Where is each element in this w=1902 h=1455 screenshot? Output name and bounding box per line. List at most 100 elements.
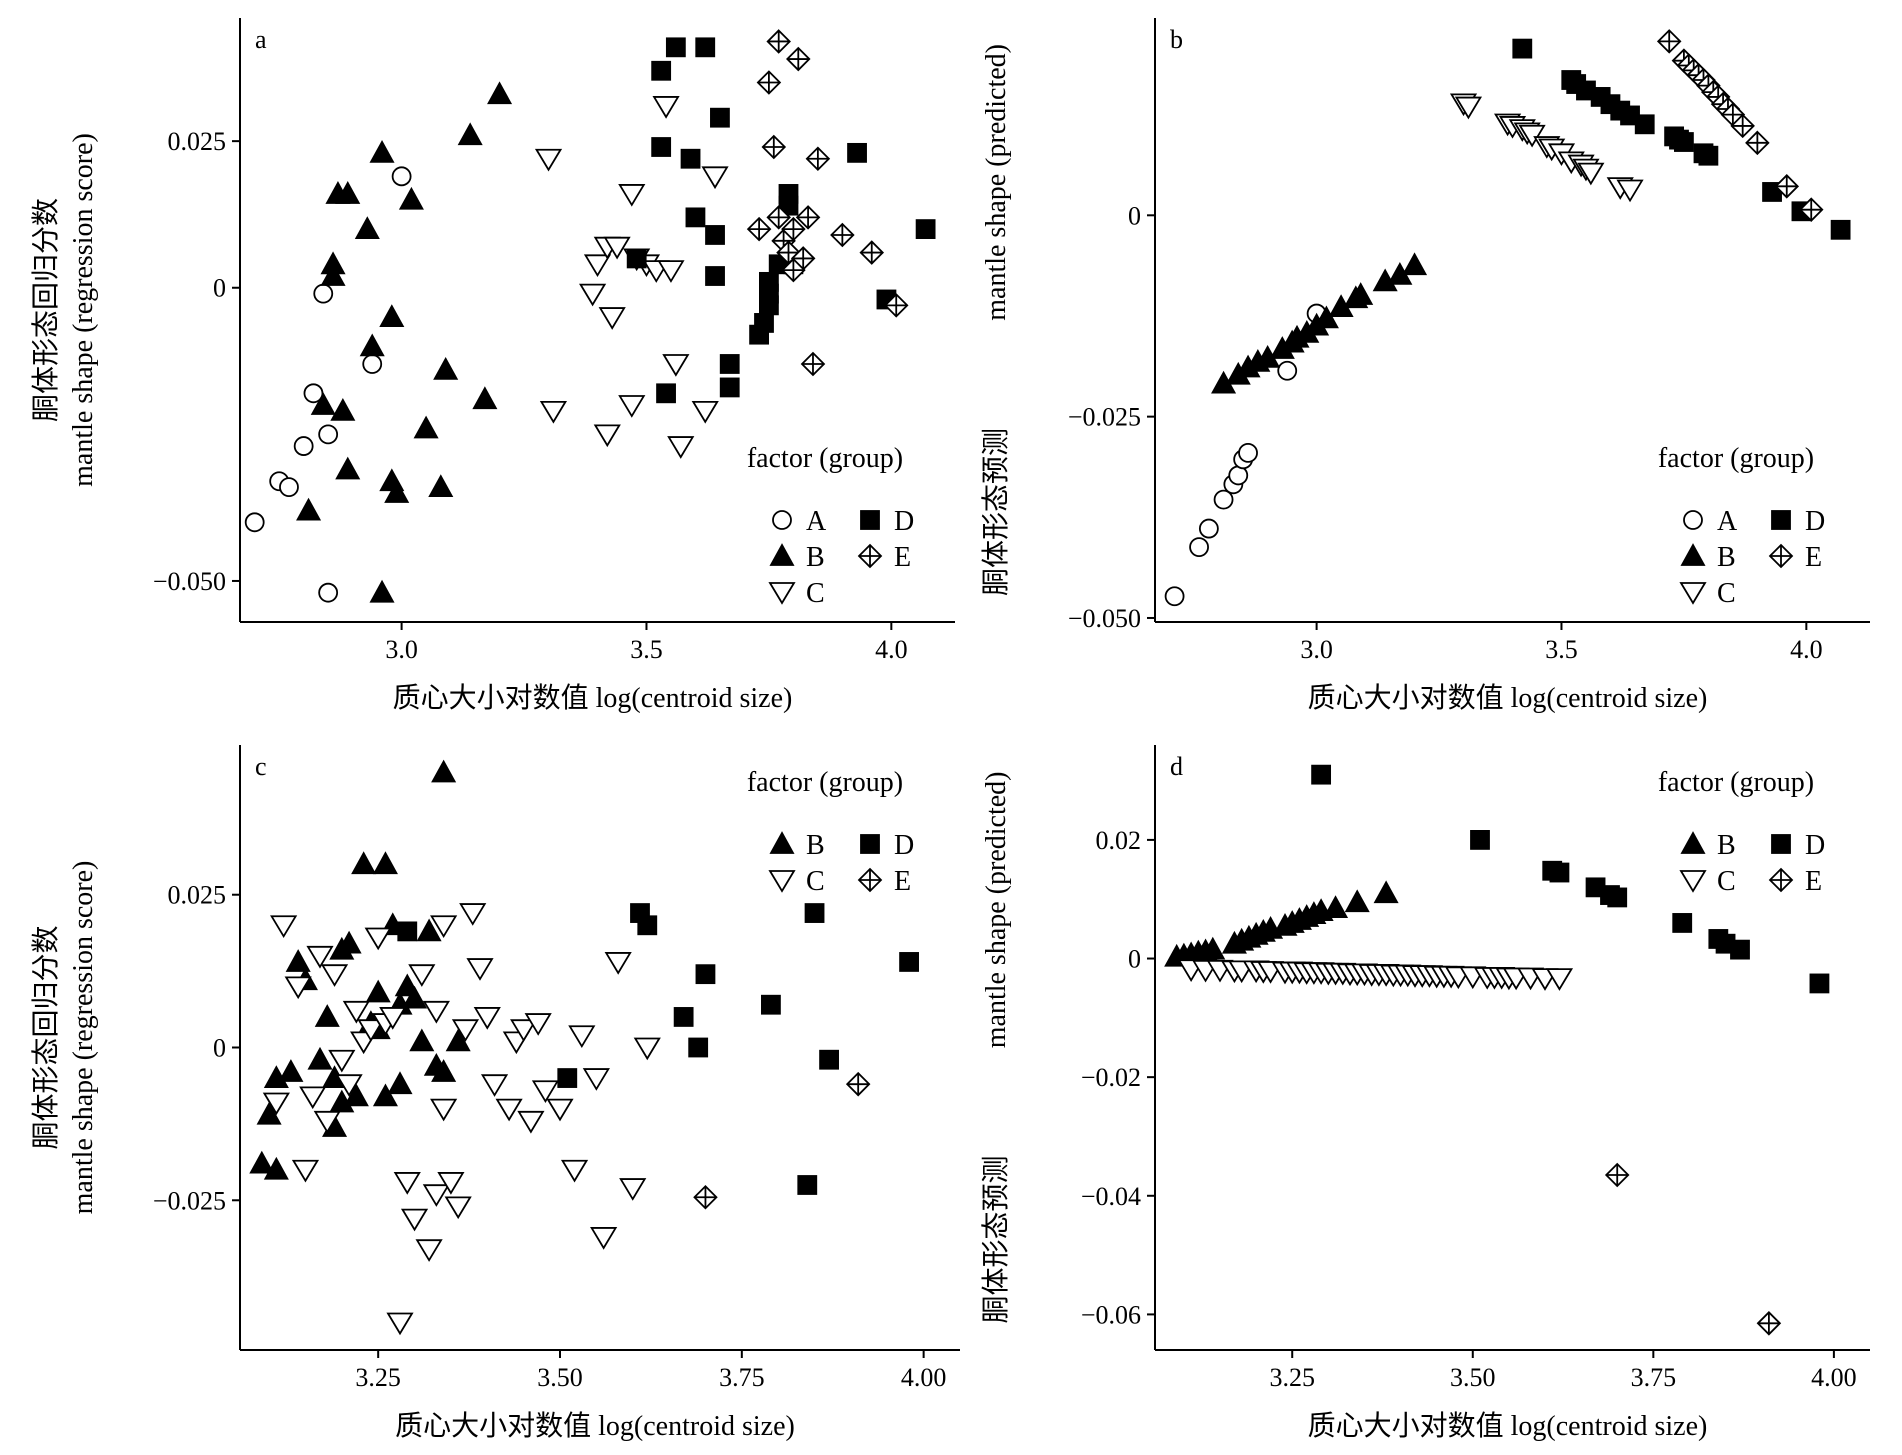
- legend-marker-B: [1680, 543, 1706, 566]
- data-point-B: [365, 979, 391, 1003]
- data-point-C: [582, 1068, 610, 1091]
- data-point-D: [626, 248, 647, 269]
- data-point-B: [372, 851, 398, 875]
- data-point-B: [285, 949, 311, 972]
- data-point-A: [362, 354, 383, 374]
- data-point-D: [1512, 38, 1533, 59]
- data-point-B: [1402, 252, 1428, 276]
- data-point-E: [693, 1184, 718, 1210]
- x-tick-label: 3.25: [1269, 1363, 1315, 1392]
- y-tick-label: −0.06: [1081, 1300, 1141, 1329]
- data-point-B: [457, 122, 483, 146]
- data-point-C: [618, 184, 646, 207]
- data-point-C: [618, 395, 646, 418]
- series-D: [626, 37, 936, 404]
- x-axis-label: 质心大小对数值 log(centroid size): [1308, 682, 1708, 714]
- x-tick-label: 3.5: [630, 635, 663, 664]
- y-tick-label: −0.025: [1068, 403, 1141, 432]
- data-point-B: [402, 985, 428, 1009]
- data-point-B: [351, 851, 377, 875]
- data-point-E: [781, 216, 806, 242]
- data-point-D: [665, 37, 686, 58]
- data-point-A: [293, 436, 314, 456]
- data-point-E: [1798, 197, 1824, 222]
- data-point-B: [413, 415, 439, 439]
- data-point-E: [830, 222, 855, 248]
- series-A: [244, 166, 412, 603]
- legend-marker-E: [857, 867, 883, 893]
- y-axis-label-en: mantle shape (regression score): [68, 133, 99, 487]
- data-point-C: [495, 1098, 523, 1122]
- data-point-C: [270, 915, 298, 939]
- legend-title: factor (group): [747, 767, 903, 798]
- data-point-C: [466, 958, 494, 981]
- x-tick-label: 4.0: [875, 635, 908, 664]
- y-tick-label: 0.02: [1096, 826, 1142, 855]
- data-point-E: [883, 293, 909, 318]
- data-point-B: [1200, 936, 1226, 960]
- data-point-B: [431, 759, 457, 783]
- data-point-C: [415, 1239, 443, 1262]
- legend-marker-C: [768, 582, 796, 605]
- panel-label: c: [255, 752, 267, 781]
- data-point-B: [433, 356, 459, 380]
- legend-label-D: D: [1805, 830, 1825, 861]
- data-point-E: [795, 205, 821, 230]
- data-point-E: [805, 146, 831, 172]
- legend-label-D: D: [1805, 506, 1825, 537]
- data-point-E: [766, 205, 791, 230]
- legend-label-D: D: [894, 830, 914, 861]
- data-point-C: [604, 952, 632, 975]
- data-point-D: [1674, 132, 1694, 152]
- data-point-D: [688, 1037, 709, 1058]
- data-point-A: [391, 166, 412, 187]
- data-point-C: [534, 148, 563, 172]
- data-point-C: [480, 1074, 509, 1097]
- data-point-C: [598, 307, 626, 330]
- data-point-D: [695, 37, 716, 58]
- y-tick-label: 0: [213, 1034, 226, 1063]
- data-point-E: [746, 216, 772, 242]
- panel-label: a: [255, 25, 267, 54]
- data-point-C: [1577, 162, 1605, 186]
- legend-label-B: B: [806, 830, 825, 861]
- data-point-E: [766, 29, 791, 54]
- data-point-C: [531, 1080, 560, 1104]
- data-point-B: [320, 263, 346, 286]
- data-point-C: [539, 400, 568, 424]
- data-point-D: [1730, 939, 1750, 960]
- series-D: [1311, 764, 1830, 994]
- data-point-E: [786, 46, 811, 72]
- y-axis-label-cn: 胴体形态回归分数: [30, 925, 62, 1149]
- data-point-A: [318, 424, 339, 445]
- data-point-B: [330, 398, 356, 421]
- data-point-D: [705, 266, 725, 286]
- data-point-B: [487, 81, 513, 105]
- series-E: [1604, 1162, 1782, 1336]
- legend-marker-E: [1768, 867, 1794, 893]
- data-point-B: [445, 1028, 471, 1052]
- data-point-D: [1549, 862, 1570, 883]
- data-point-A: [303, 383, 324, 404]
- data-point-D: [651, 60, 672, 81]
- data-point-D: [651, 137, 672, 157]
- legend-marker-B: [769, 543, 795, 566]
- x-axis-label: 质心大小对数值 log(centroid size): [393, 682, 793, 714]
- data-point-C: [408, 964, 436, 987]
- legend-title: factor (group): [747, 443, 903, 474]
- data-point-D: [847, 142, 867, 163]
- data-point-D: [1607, 887, 1628, 908]
- x-tick-label: 3.50: [1450, 1363, 1496, 1392]
- data-point-C: [306, 945, 334, 969]
- panel-b: b 3.0 3.5 4.0 0 −0.025 −0.050 质心大小对数值 log(centr…: [980, 18, 1870, 714]
- panel-label: d: [1170, 752, 1183, 781]
- data-point-D: [899, 952, 919, 972]
- data-point-C: [701, 166, 729, 190]
- data-point-D: [797, 1175, 818, 1195]
- data-point-B: [1373, 880, 1399, 904]
- data-point-E: [756, 70, 782, 95]
- data-point-D: [680, 148, 701, 169]
- legend-label-C: C: [806, 578, 825, 609]
- data-point-B: [398, 186, 424, 210]
- data-point-B: [1348, 282, 1374, 305]
